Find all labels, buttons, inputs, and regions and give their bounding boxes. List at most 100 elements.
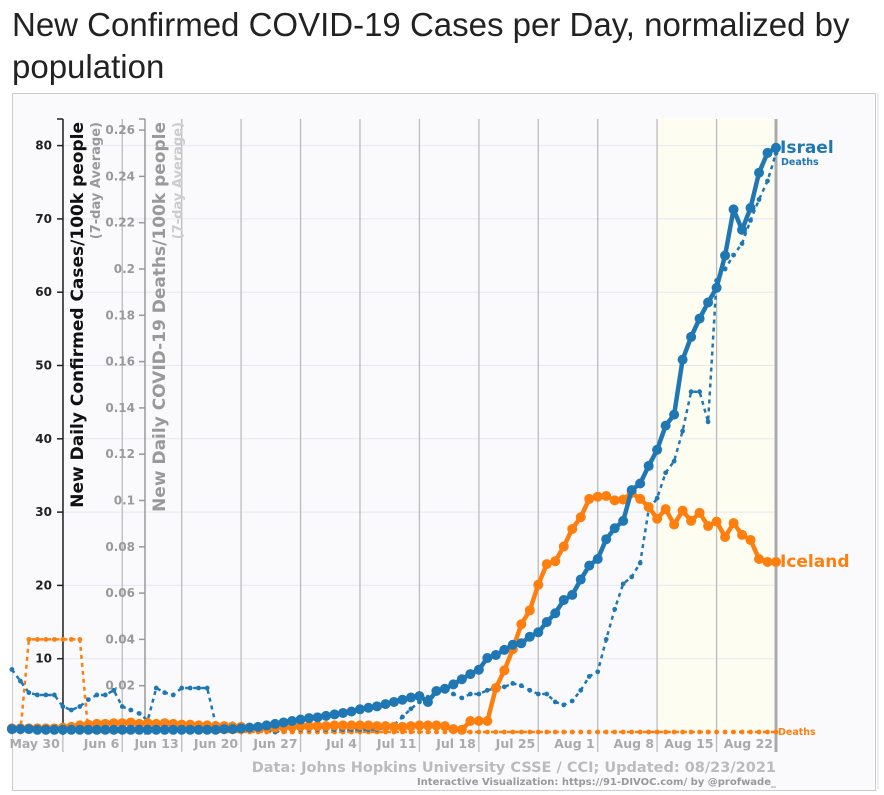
- iceland-deaths-point[interactable]: [467, 729, 473, 735]
- iceland-deaths-point[interactable]: [773, 729, 779, 735]
- israel-deaths-point[interactable]: [17, 678, 23, 684]
- israel-cases-point[interactable]: [388, 696, 399, 707]
- iceland-deaths-point[interactable]: [60, 637, 66, 642]
- iceland-cases-point[interactable]: [601, 490, 612, 501]
- israel-cases-point[interactable]: [185, 724, 196, 735]
- iceland-deaths-point[interactable]: [688, 729, 694, 735]
- israel-cases-point[interactable]: [754, 167, 765, 178]
- israel-cases-point[interactable]: [346, 706, 357, 717]
- iceland-cases-point[interactable]: [567, 523, 578, 534]
- iceland-cases-point[interactable]: [686, 515, 697, 526]
- israel-deaths-point[interactable]: [748, 217, 753, 223]
- iceland-cases-point[interactable]: [405, 721, 416, 732]
- iceland-deaths-point[interactable]: [620, 729, 626, 735]
- iceland-cases-point[interactable]: [652, 513, 663, 524]
- israel-cases-point[interactable]: [558, 595, 569, 606]
- israel-cases-point[interactable]: [516, 638, 527, 649]
- iceland-cases-point[interactable]: [533, 579, 544, 590]
- viz-credit[interactable]: Interactive Visualization: https://91-DI…: [417, 777, 776, 788]
- iceland-deaths-point[interactable]: [714, 729, 719, 735]
- israel-cases-point[interactable]: [159, 724, 170, 735]
- israel-cases-point[interactable]: [210, 724, 221, 735]
- iceland-deaths-point[interactable]: [518, 729, 524, 735]
- israel-deaths-point[interactable]: [561, 702, 567, 708]
- israel-cases-point[interactable]: [202, 724, 213, 735]
- israel-cases-point[interactable]: [533, 627, 544, 638]
- iceland-deaths-point[interactable]: [77, 637, 83, 642]
- iceland-cases-point[interactable]: [762, 556, 773, 567]
- israel-deaths-point[interactable]: [680, 428, 686, 434]
- israel-cases-point[interactable]: [609, 523, 620, 534]
- israel-cases-point[interactable]: [652, 444, 663, 455]
- israel-cases-point[interactable]: [618, 515, 629, 526]
- iceland-deaths-point[interactable]: [527, 729, 533, 735]
- iceland-deaths-point[interactable]: [425, 729, 431, 735]
- israel-deaths-point[interactable]: [77, 704, 83, 709]
- israel-cases-point[interactable]: [694, 313, 705, 324]
- israel-deaths-point[interactable]: [467, 691, 473, 697]
- israel-deaths-point[interactable]: [68, 707, 74, 713]
- israel-cases-point[interactable]: [448, 679, 459, 690]
- israel-deaths-point[interactable]: [705, 419, 711, 425]
- israel-cases-point[interactable]: [439, 683, 450, 694]
- iceland-cases-point[interactable]: [643, 501, 654, 512]
- iceland-deaths-point[interactable]: [739, 729, 745, 735]
- iceland-cases-point[interactable]: [745, 534, 756, 545]
- iceland-deaths-point[interactable]: [603, 729, 609, 735]
- israel-deaths-point[interactable]: [102, 692, 108, 698]
- iceland-deaths-point[interactable]: [476, 729, 482, 735]
- israel-cases-point[interactable]: [703, 297, 714, 308]
- iceland-cases-point[interactable]: [677, 505, 688, 516]
- israel-cases-point[interactable]: [278, 717, 289, 728]
- israel-cases-point[interactable]: [575, 574, 586, 585]
- israel-cases-point[interactable]: [134, 724, 145, 735]
- iceland-cases-point[interactable]: [448, 724, 459, 735]
- iceland-cases-point[interactable]: [771, 556, 781, 567]
- israel-deaths-point[interactable]: [43, 692, 49, 698]
- israel-deaths-point[interactable]: [408, 706, 414, 712]
- israel-deaths-point[interactable]: [484, 687, 490, 693]
- israel-deaths-point[interactable]: [612, 606, 618, 612]
- israel-deaths-point[interactable]: [85, 697, 91, 702]
- israel-deaths-point[interactable]: [51, 692, 57, 698]
- iceland-deaths-point[interactable]: [595, 729, 601, 735]
- israel-deaths-point[interactable]: [671, 458, 677, 464]
- israel-deaths-point[interactable]: [629, 574, 635, 580]
- iceland-deaths-point[interactable]: [34, 637, 40, 642]
- iceland-deaths-point[interactable]: [578, 729, 584, 735]
- israel-cases-point[interactable]: [711, 282, 722, 293]
- iceland-deaths-point[interactable]: [535, 729, 541, 735]
- israel-cases-point[interactable]: [125, 724, 136, 735]
- iceland-deaths-point[interactable]: [501, 729, 507, 735]
- iceland-deaths-point[interactable]: [722, 729, 728, 735]
- israel-deaths-point[interactable]: [595, 669, 601, 675]
- israel-deaths-point[interactable]: [136, 711, 142, 716]
- israel-deaths-point[interactable]: [450, 691, 456, 697]
- iceland-cases-point[interactable]: [456, 724, 467, 735]
- israel-deaths-point[interactable]: [569, 698, 575, 704]
- iceland-cases-point[interactable]: [550, 556, 561, 567]
- israel-deaths-point[interactable]: [739, 241, 745, 246]
- israel-deaths-point[interactable]: [196, 685, 202, 691]
- iceland-deaths-point[interactable]: [654, 729, 660, 735]
- israel-deaths-point[interactable]: [162, 690, 168, 696]
- israel-cases-point[interactable]: [507, 639, 518, 650]
- israel-cases-point[interactable]: [117, 724, 128, 735]
- iceland-deaths-point[interactable]: [697, 729, 702, 735]
- iceland-deaths-point[interactable]: [26, 637, 32, 642]
- israel-cases-point[interactable]: [363, 702, 374, 713]
- iceland-deaths-point[interactable]: [612, 729, 618, 735]
- iceland-cases-point[interactable]: [720, 532, 731, 543]
- iceland-cases-point[interactable]: [737, 529, 748, 540]
- israel-cases-point[interactable]: [737, 224, 748, 235]
- iceland-deaths-point[interactable]: [663, 729, 669, 735]
- iceland-cases-point[interactable]: [354, 720, 365, 731]
- israel-deaths-point[interactable]: [688, 389, 694, 395]
- israel-deaths-point[interactable]: [518, 683, 524, 689]
- iceland-cases-point[interactable]: [558, 541, 569, 552]
- israel-cases-point[interactable]: [414, 691, 425, 702]
- israel-cases-point[interactable]: [142, 724, 153, 735]
- iceland-cases-point[interactable]: [524, 605, 535, 616]
- israel-cases-point[interactable]: [728, 204, 739, 215]
- israel-cases-point[interactable]: [49, 724, 60, 735]
